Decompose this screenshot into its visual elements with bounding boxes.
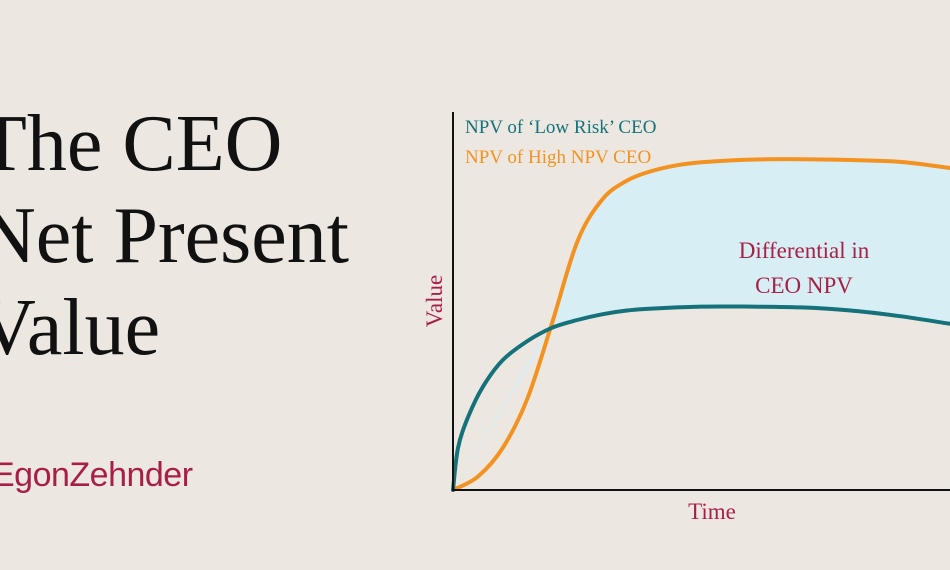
x-axis-label: Time (688, 499, 736, 524)
y-axis-label: Value (422, 275, 447, 327)
series-low-risk-line (451, 304, 950, 492)
series-high-npv-line (451, 157, 950, 492)
annotation-line-2: CEO NPV (755, 273, 853, 298)
title-line-2: Net Present (0, 192, 350, 280)
title-line-1: The CEO (0, 100, 283, 188)
title-line-3: Value (0, 284, 161, 372)
differential-area (453, 159, 950, 490)
page-title: The CEO Net Present Value (0, 98, 349, 374)
legend-high-npv: NPV of High NPV CEO (465, 147, 651, 168)
annotation-line-1: Differential in (739, 238, 870, 263)
legend-low-risk: NPV of ‘Low Risk’ CEO (465, 117, 656, 138)
series-group (451, 157, 950, 492)
egon-zehnder-logo: EgonZehnder (0, 456, 193, 494)
